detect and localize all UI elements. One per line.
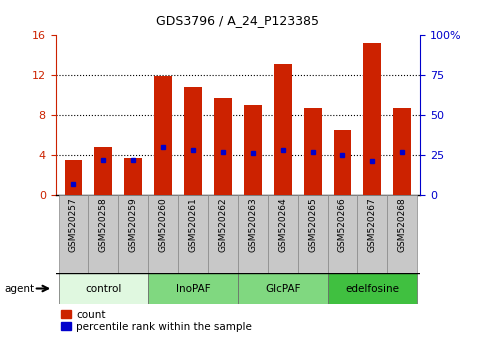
- Text: GSM520259: GSM520259: [129, 197, 138, 252]
- Bar: [184, 87, 202, 195]
- Bar: [334, 130, 352, 195]
- Text: GSM520262: GSM520262: [218, 197, 227, 252]
- Bar: [304, 108, 322, 195]
- Bar: [238, 195, 268, 273]
- Bar: [363, 44, 382, 195]
- Bar: [244, 105, 262, 195]
- Bar: [154, 76, 172, 195]
- Bar: [65, 160, 83, 195]
- Text: edelfosine: edelfosine: [345, 284, 399, 293]
- Text: control: control: [85, 284, 122, 293]
- Bar: [327, 195, 357, 273]
- Bar: [58, 273, 148, 304]
- Bar: [393, 108, 411, 195]
- Text: GSM520257: GSM520257: [69, 197, 78, 252]
- Bar: [88, 195, 118, 273]
- Bar: [124, 158, 142, 195]
- Text: GSM520268: GSM520268: [398, 197, 407, 252]
- Bar: [118, 195, 148, 273]
- Text: GSM520258: GSM520258: [99, 197, 108, 252]
- Text: GSM520263: GSM520263: [248, 197, 257, 252]
- Legend: count, percentile rank within the sample: count, percentile rank within the sample: [61, 310, 252, 332]
- Text: GSM520261: GSM520261: [188, 197, 198, 252]
- Text: GSM520265: GSM520265: [308, 197, 317, 252]
- Bar: [148, 273, 238, 304]
- Text: GDS3796 / A_24_P123385: GDS3796 / A_24_P123385: [156, 14, 319, 27]
- Bar: [148, 195, 178, 273]
- Bar: [387, 195, 417, 273]
- Text: InoPAF: InoPAF: [176, 284, 211, 293]
- Bar: [327, 273, 417, 304]
- Bar: [268, 195, 298, 273]
- Bar: [58, 195, 88, 273]
- Text: GlcPAF: GlcPAF: [265, 284, 300, 293]
- Bar: [238, 273, 327, 304]
- Text: GSM520266: GSM520266: [338, 197, 347, 252]
- Bar: [208, 195, 238, 273]
- Text: agent: agent: [5, 284, 35, 293]
- Text: GSM520264: GSM520264: [278, 197, 287, 252]
- Bar: [357, 195, 387, 273]
- Text: GSM520260: GSM520260: [158, 197, 168, 252]
- Bar: [274, 64, 292, 195]
- Bar: [178, 195, 208, 273]
- Bar: [298, 195, 327, 273]
- Bar: [214, 98, 232, 195]
- Text: GSM520267: GSM520267: [368, 197, 377, 252]
- Bar: [94, 147, 113, 195]
